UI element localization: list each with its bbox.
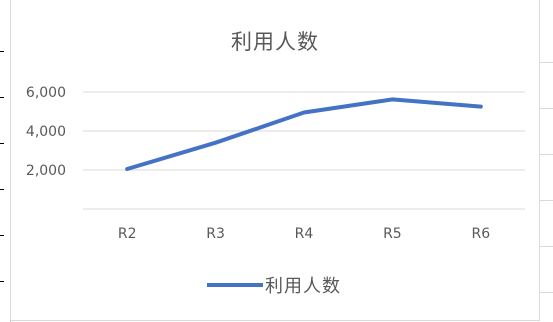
legend-swatch [207, 283, 263, 287]
row-tick [540, 200, 553, 201]
row-tick [540, 154, 553, 155]
row-tick [540, 246, 553, 247]
y-tick-label: 6,000 [26, 85, 66, 101]
x-tick-label: R4 [295, 226, 314, 242]
row-tick [540, 108, 553, 109]
row-tick [540, 62, 553, 63]
legend-label: 利用人数 [265, 276, 341, 297]
gridlines [83, 91, 525, 210]
series-line[interactable] [125, 97, 483, 171]
x-tick-label: R2 [118, 226, 137, 242]
y-tick-label: 4,000 [26, 124, 66, 140]
sheet-right-strip [540, 0, 553, 322]
x-tick-label: R6 [471, 226, 490, 242]
y-tick-label: 2,000 [26, 163, 66, 179]
row-tick [540, 292, 553, 293]
chart-title: 利用人数 [231, 30, 319, 54]
x-tick-label: R5 [383, 226, 402, 242]
row-tick [0, 235, 4, 236]
y-axis-tick-labels: 6,000 4,000 2,000 [26, 85, 66, 179]
row-tick [0, 189, 4, 190]
legend[interactable]: 利用人数 [207, 270, 341, 300]
row-tick [0, 51, 4, 52]
series-lines [125, 97, 483, 171]
x-axis-tick-labels: R2 R3 R4 R5 R6 [118, 226, 490, 242]
x-tick-label: R3 [206, 226, 225, 242]
row-tick [0, 281, 4, 282]
chart-area[interactable] [10, 0, 540, 321]
row-tick [0, 143, 4, 144]
row-tick [0, 97, 4, 98]
